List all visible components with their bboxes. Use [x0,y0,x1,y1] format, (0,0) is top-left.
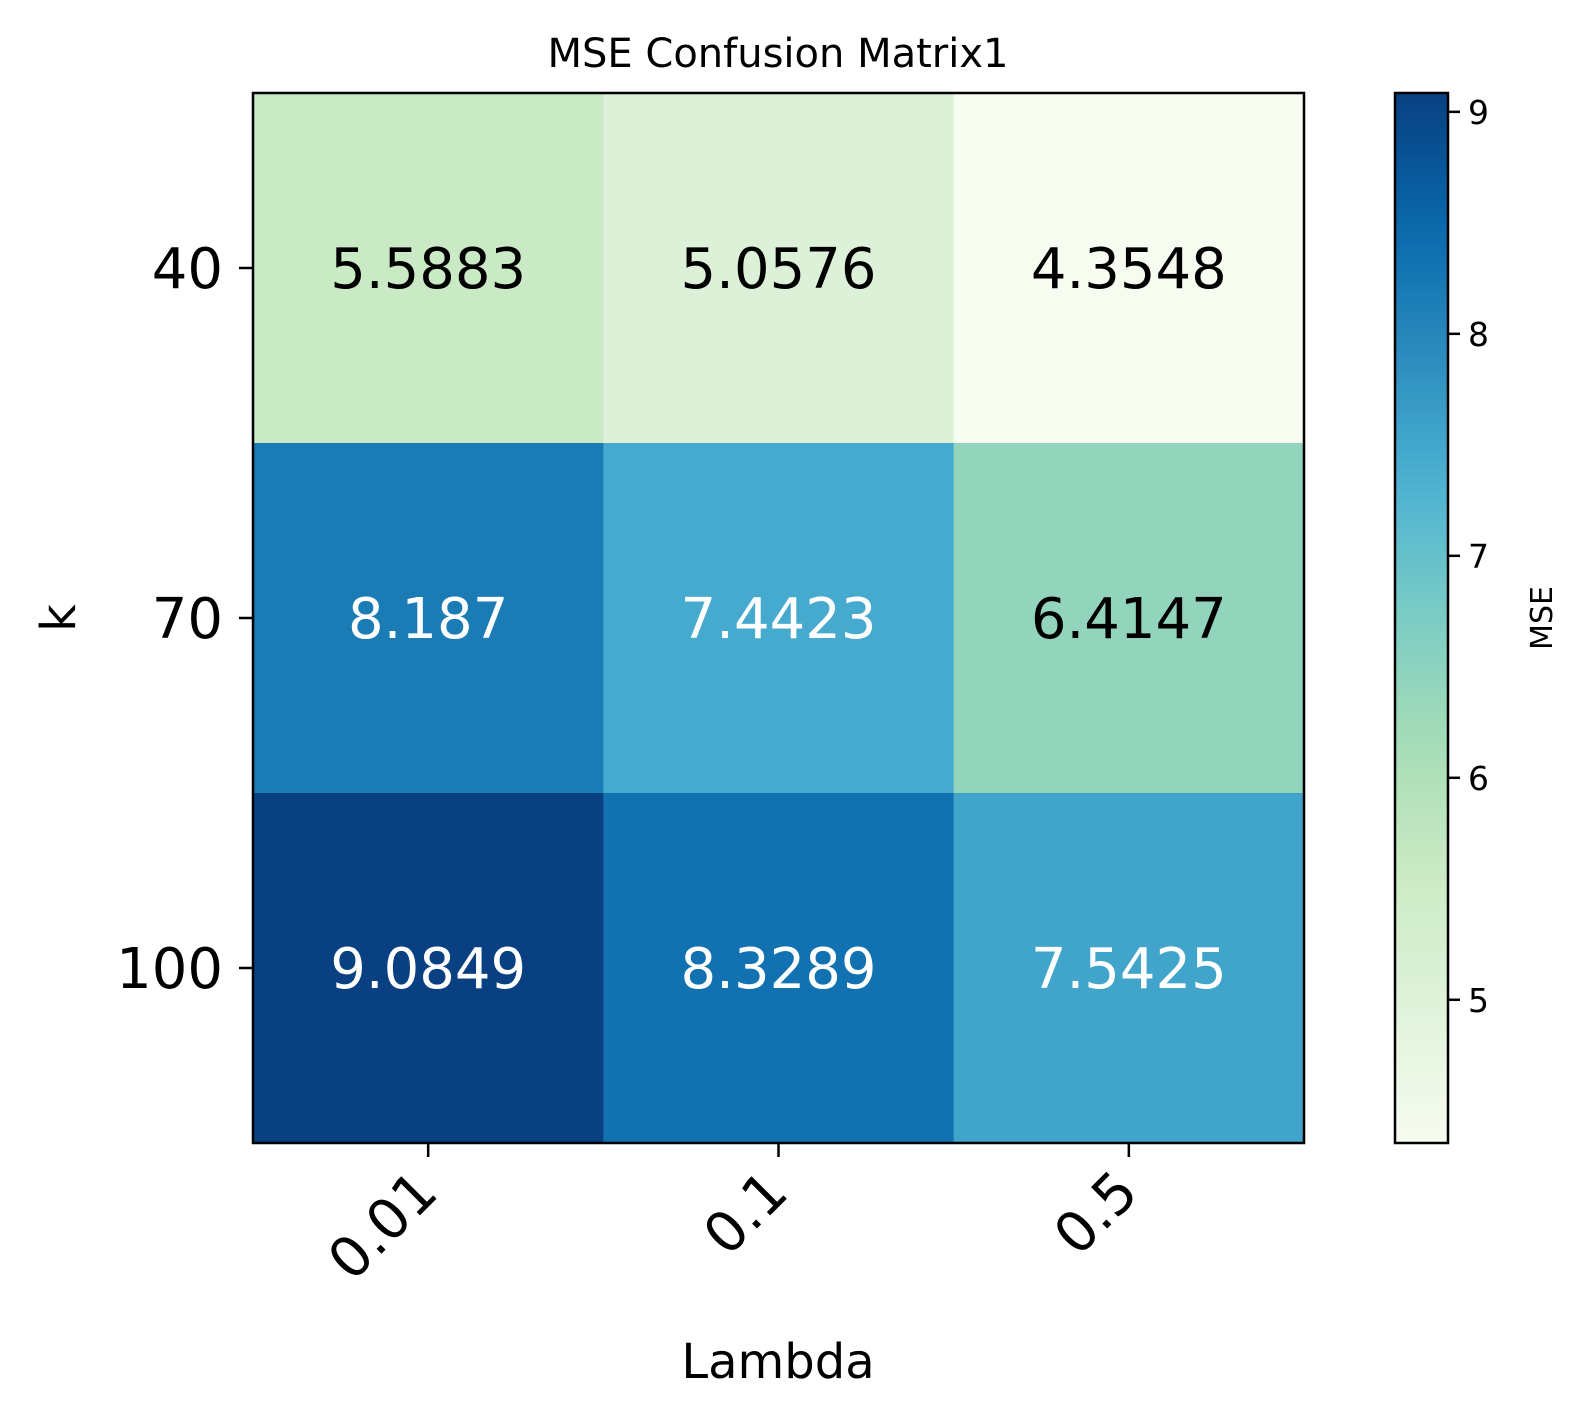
x-tick-label: 0.5 [1042,1159,1151,1268]
chart-title: MSE Confusion Matrix1 [548,31,1009,77]
heatmap-cell [603,443,955,794]
x-axis: 0.01 0.1 0.5 [316,1143,1151,1293]
cell-value-label: 7.5425 [1031,937,1227,1002]
y-axis: 40 70 100 [116,237,253,1002]
colorbar-label: MSE [1525,586,1560,650]
heatmap-cell [953,443,1305,794]
heatmap-cell [603,93,955,444]
cell-value-label: 9.0849 [330,937,526,1002]
heatmap-cell [253,443,604,794]
colorbar-tick-label: 8 [1468,315,1489,354]
x-axis-label: Lambda [681,1334,874,1390]
heatmap-cell [953,793,1305,1144]
heatmap-cell [953,93,1305,444]
colorbar-ticks: 5 6 7 8 9 [1448,93,1489,1020]
heatmap-cell [253,93,604,444]
x-tick-label: 0.01 [316,1159,450,1293]
x-tick-label: 0.1 [691,1159,800,1268]
colorbar-tick-label: 6 [1468,759,1489,798]
cell-value-label: 7.4423 [681,587,877,652]
y-tick-label: 100 [116,937,223,1002]
y-tick-label: 40 [152,237,223,302]
cell-value-label: 5.0576 [681,237,877,302]
cell-value-label: 8.3289 [681,937,877,1002]
colorbar-tick-label: 5 [1468,981,1489,1020]
heatmap-cell [253,793,604,1144]
cell-value-label: 8.187 [348,587,508,652]
heatmap-cell [603,793,955,1144]
y-axis-label: k [31,604,87,632]
cell-value-label: 6.4147 [1031,587,1227,652]
colorbar-tick-label: 7 [1468,537,1489,576]
heatmap-cells: 5.5883 5.0576 4.3548 8.187 7.4423 6.4147 9.084… [253,93,1305,1144]
cell-value-label: 5.5883 [330,237,526,302]
colorbar-tick-label: 9 [1468,93,1489,132]
colorbar [1393,91,1450,1145]
cell-value-label: 4.3548 [1031,237,1227,302]
y-tick-label: 70 [152,587,223,652]
